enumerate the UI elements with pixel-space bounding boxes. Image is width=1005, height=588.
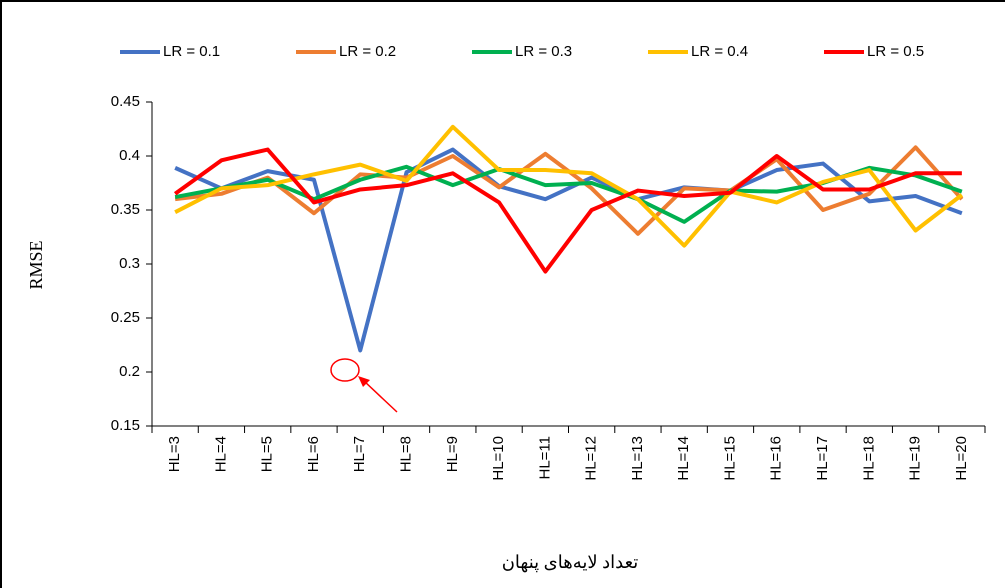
x-tick-label: HL=13 bbox=[629, 436, 646, 481]
y-tick-label: 0.25 bbox=[111, 309, 140, 326]
y-tick-label: 0.35 bbox=[111, 201, 140, 218]
y-tick-label: 0.45 bbox=[111, 93, 140, 110]
series-line bbox=[174, 124, 964, 248]
x-tick-label: HL=14 bbox=[675, 436, 692, 481]
annotation-arrowhead bbox=[358, 376, 370, 387]
annotation-circle bbox=[330, 358, 360, 382]
legend-label: LR = 0.2 bbox=[339, 43, 396, 60]
annotation-arrow bbox=[363, 380, 398, 413]
y-tick-label: 0.4 bbox=[119, 147, 140, 164]
x-tick-label: HL=19 bbox=[907, 436, 924, 481]
x-tick-label: HL=17 bbox=[814, 436, 831, 481]
x-tick-label: HL=12 bbox=[583, 436, 600, 481]
x-tick-label: HL=9 bbox=[444, 436, 461, 472]
x-axis-label: تعداد لایه‌های پنهان bbox=[502, 552, 639, 573]
x-tick-label: HL=20 bbox=[953, 436, 970, 481]
x-tick-label: HL=5 bbox=[259, 436, 276, 472]
legend-label: LR = 0.5 bbox=[867, 43, 924, 60]
x-tick-label: HL=6 bbox=[305, 436, 322, 472]
x-tick-label: HL=15 bbox=[721, 436, 738, 481]
series-line bbox=[174, 147, 963, 353]
y-tick-label: 0.3 bbox=[119, 255, 140, 272]
x-tick-label: HL=3 bbox=[166, 436, 183, 472]
x-tick-label: HL=18 bbox=[860, 436, 877, 481]
x-tick-label: HL=7 bbox=[351, 436, 368, 472]
x-tick-label: HL=10 bbox=[490, 436, 507, 481]
series-line bbox=[173, 147, 962, 274]
y-tick-label: 0.2 bbox=[119, 363, 140, 380]
x-tick-label: HL=8 bbox=[397, 436, 414, 472]
legend-label: LR = 0.4 bbox=[691, 43, 748, 60]
x-tick-label: HL=16 bbox=[768, 436, 785, 481]
legend-label: LR = 0.3 bbox=[515, 43, 572, 60]
y-axis-label: RMSE bbox=[26, 240, 46, 289]
x-tick-label: HL=4 bbox=[212, 436, 229, 472]
y-tick-label: 0.15 bbox=[111, 417, 140, 434]
x-tick-label: HL=11 bbox=[536, 436, 553, 480]
legend-label: LR = 0.1 bbox=[163, 43, 220, 60]
